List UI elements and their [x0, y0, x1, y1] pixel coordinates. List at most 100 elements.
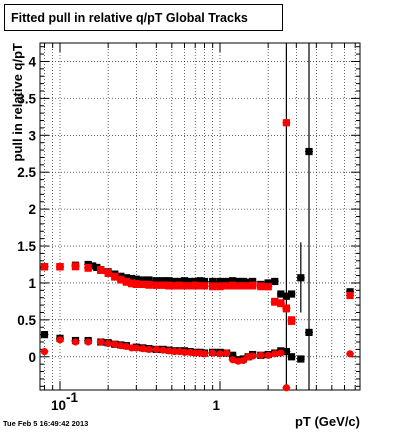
data-point [145, 280, 153, 289]
data-point [282, 292, 290, 300]
data-point [216, 283, 224, 291]
data-point [180, 282, 189, 290]
data-point [196, 277, 204, 285]
data-point [56, 263, 64, 271]
y-tick-label: 0.5 [17, 313, 36, 328]
data-point [305, 328, 313, 337]
error-bars [285, 43, 310, 390]
y-tick-label: 2 [28, 202, 36, 217]
data-point [229, 282, 237, 290]
data-point [117, 275, 125, 283]
data-point [122, 277, 130, 286]
data-point [277, 349, 285, 357]
data-point [152, 281, 160, 289]
data-point [84, 263, 92, 272]
x-tick-labels: 10-1 1 [51, 390, 221, 413]
data-point [152, 345, 160, 353]
data-point [282, 119, 290, 127]
data-points [40, 119, 355, 392]
data-point [132, 344, 140, 352]
data-point [159, 281, 167, 289]
data-point [170, 282, 179, 290]
data-point [191, 282, 199, 290]
data-point [223, 277, 231, 286]
data-point [176, 277, 184, 286]
data-point [165, 282, 173, 290]
data-point [186, 282, 194, 290]
data-point [139, 345, 147, 353]
y-tick-label: 3.5 [17, 91, 36, 106]
data-point [209, 349, 217, 357]
data-point [249, 277, 257, 286]
data-point [165, 347, 173, 355]
data-point [127, 274, 136, 283]
data-point [104, 339, 112, 348]
data-point [132, 275, 140, 283]
data-point [277, 290, 285, 298]
data-point [257, 282, 265, 290]
data-point [139, 280, 147, 289]
y-tick-label: 4 [28, 54, 36, 69]
data-point [209, 277, 217, 286]
data-point [97, 338, 105, 346]
data-point [264, 283, 272, 291]
data-point [244, 282, 252, 290]
data-point [71, 262, 80, 270]
axis-ticks [40, 43, 360, 390]
x-axis-title: pT (GeV/c) [295, 414, 360, 429]
data-point [200, 277, 209, 286]
y-tick-label: 1 [28, 276, 36, 291]
data-point [249, 352, 257, 360]
x-tick-label: 1 [212, 398, 220, 413]
data-point [282, 304, 290, 312]
data-point [200, 282, 209, 290]
data-point [244, 278, 252, 286]
data-point [277, 300, 285, 308]
grid-lines [40, 43, 360, 390]
y-tick-label: 3 [28, 128, 36, 143]
y-tick-label: 0 [28, 350, 36, 365]
data-point [271, 297, 279, 306]
data-point [297, 355, 305, 363]
data-point [40, 348, 49, 356]
data-point [264, 279, 272, 287]
data-point [239, 282, 247, 290]
data-point [209, 283, 217, 291]
data-point [257, 351, 265, 359]
data-point [229, 277, 237, 285]
data-point [196, 282, 204, 290]
data-point [249, 281, 257, 289]
data-point [93, 263, 101, 272]
data-point [132, 280, 140, 288]
data-point [234, 282, 242, 290]
data-point [271, 350, 279, 358]
data-point [139, 276, 147, 284]
data-point [180, 348, 189, 356]
data-point [145, 276, 153, 284]
data-point [89, 262, 97, 270]
y-tick-label: 2.5 [17, 165, 36, 180]
data-point [346, 288, 354, 296]
data-point [191, 277, 199, 286]
data-point [305, 147, 313, 156]
data-point [56, 336, 64, 344]
data-point [170, 277, 179, 286]
data-point [287, 353, 296, 361]
data-point [234, 277, 242, 286]
data-point [84, 338, 92, 346]
data-point [216, 350, 224, 358]
data-point [282, 384, 290, 392]
data-point [104, 269, 112, 277]
data-point [229, 351, 237, 359]
data-point [159, 346, 167, 354]
data-point [111, 340, 119, 348]
data-point [111, 272, 119, 280]
timestamp: Tue Feb 5 16:49:42 2013 [3, 419, 89, 428]
data-point [117, 342, 125, 350]
data-point [223, 282, 231, 290]
data-point [176, 282, 184, 290]
chart-title: Fitted pull in relative q/pT Global Trac… [4, 4, 283, 31]
data-point [122, 274, 130, 282]
data-point [159, 277, 167, 285]
